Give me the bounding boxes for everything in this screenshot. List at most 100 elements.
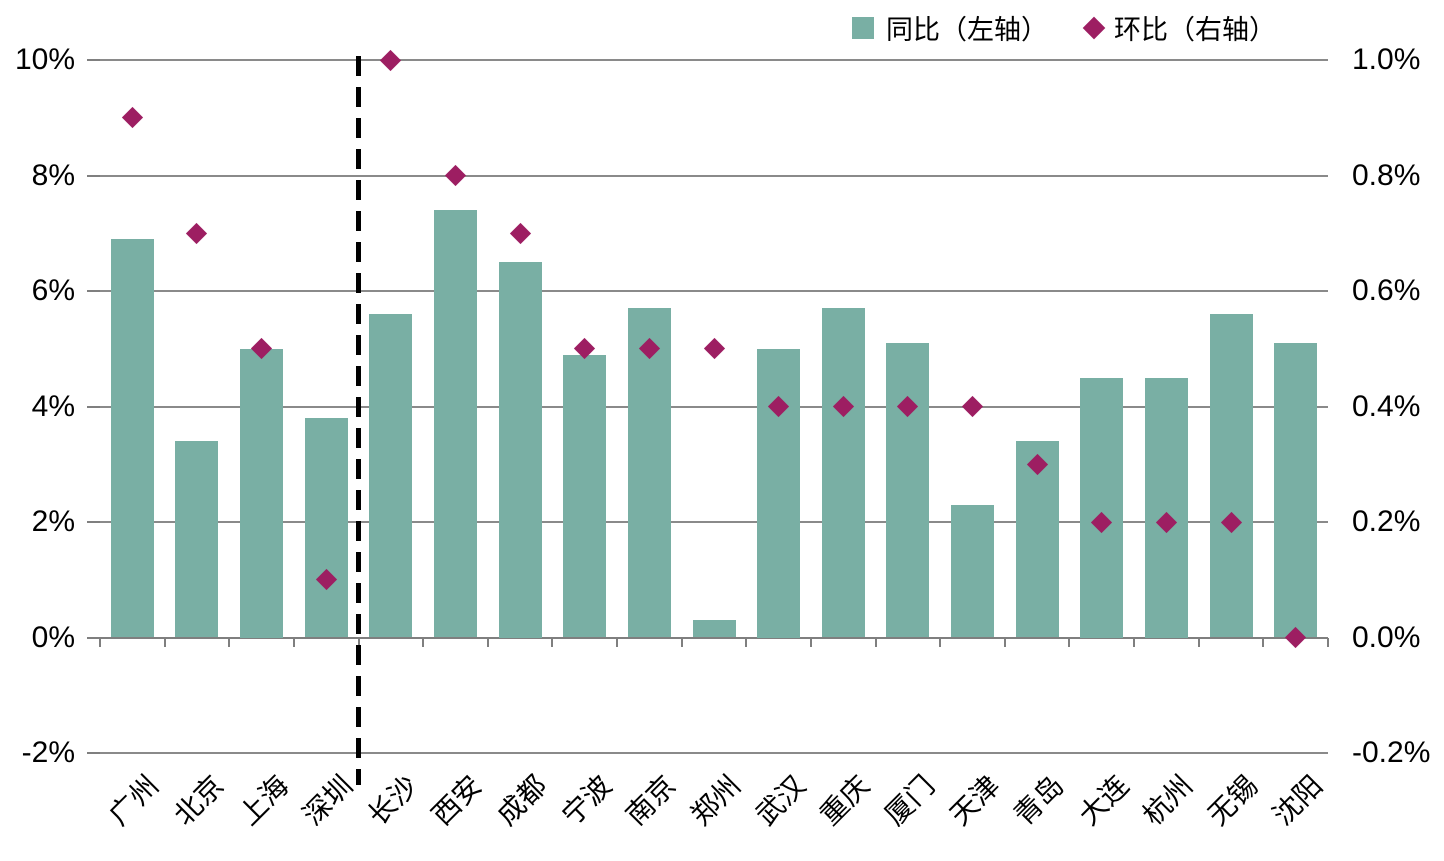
x-axis-tick bbox=[1197, 637, 1200, 647]
gridline bbox=[100, 752, 1328, 754]
gridline bbox=[100, 521, 1328, 523]
x-category-label-南京: 南京 bbox=[621, 770, 683, 832]
bar-长沙 bbox=[369, 314, 413, 638]
x-category-label-西安: 西安 bbox=[427, 770, 489, 832]
x-axis-tick bbox=[745, 637, 748, 647]
x-axis-tick bbox=[1133, 637, 1136, 647]
y-axis-tick-label-left: 2% bbox=[31, 505, 75, 538]
x-category-label-宁波: 宁波 bbox=[556, 770, 618, 832]
bar-重庆 bbox=[821, 308, 865, 638]
x-axis-tick bbox=[1003, 637, 1006, 647]
bar-宁波 bbox=[563, 354, 607, 638]
x-category-label-深圳: 深圳 bbox=[297, 770, 360, 832]
x-category-label-长沙: 长沙 bbox=[362, 770, 425, 832]
x-axis-tick bbox=[163, 637, 166, 647]
chart-legend: 同比（左轴） 环比（右轴） bbox=[852, 8, 1276, 47]
bar-深圳 bbox=[304, 418, 348, 638]
bar-series-swatch-icon bbox=[852, 16, 874, 39]
x-category-label-沈阳: 沈阳 bbox=[1267, 770, 1329, 832]
x-category-label-北京: 北京 bbox=[168, 770, 231, 832]
y-axis-tick-label-right: 0.4% bbox=[1352, 389, 1421, 423]
bar-郑州 bbox=[692, 620, 736, 638]
x-axis-tick bbox=[939, 637, 942, 647]
y-axis-tick bbox=[87, 174, 100, 177]
gridline bbox=[100, 405, 1328, 408]
y-axis-tick-label-right: 0.6% bbox=[1352, 274, 1421, 307]
legend-label-mom: 环比（右轴） bbox=[1114, 15, 1276, 45]
legend-item-yoy: 同比（左轴） bbox=[852, 8, 1048, 47]
y-axis-tick-label-right: 0.2% bbox=[1352, 505, 1421, 538]
dashed-separator-line bbox=[356, 56, 362, 785]
y-axis-tick bbox=[87, 405, 100, 408]
x-category-label-大连: 大连 bbox=[1073, 770, 1135, 832]
y-axis-tick-label-right: -0.2% bbox=[1352, 736, 1431, 769]
y-axis-tick-label-left: 6% bbox=[31, 274, 75, 307]
x-axis-tick bbox=[551, 637, 554, 647]
bar-北京 bbox=[175, 441, 219, 638]
x-axis-tick bbox=[228, 637, 231, 647]
x-axis-tick bbox=[809, 637, 812, 647]
x-axis-tick bbox=[1068, 637, 1071, 647]
y-axis-tick bbox=[87, 521, 100, 523]
y-axis-tick-label-left: 4% bbox=[31, 389, 75, 423]
diamond-point-郑州 bbox=[703, 338, 725, 360]
x-category-label-重庆: 重庆 bbox=[814, 770, 877, 832]
x-category-label-无锡: 无锡 bbox=[1202, 770, 1265, 832]
diamond-point-北京 bbox=[186, 222, 208, 244]
diamond-series-swatch-icon bbox=[1082, 16, 1106, 39]
bar-上海 bbox=[240, 348, 284, 638]
y-axis-tick-label-right: 1.0% bbox=[1352, 43, 1421, 76]
y-axis-tick bbox=[87, 636, 100, 639]
x-category-label-广州: 广州 bbox=[103, 770, 166, 832]
y-axis-tick-label-left: 0% bbox=[31, 620, 75, 654]
y-axis-tick-label-left: 10% bbox=[14, 43, 75, 76]
x-category-label-厦门: 厦门 bbox=[879, 770, 942, 832]
x-category-label-天津: 天津 bbox=[944, 770, 1006, 832]
x-category-label-成都: 成都 bbox=[491, 770, 554, 832]
bar-西安 bbox=[433, 210, 477, 638]
bar-广州 bbox=[110, 239, 154, 638]
bar-武汉 bbox=[757, 348, 801, 638]
legend-label-yoy: 同比（左轴） bbox=[886, 15, 1048, 45]
bar-无锡 bbox=[1209, 314, 1253, 638]
x-axis-tick bbox=[616, 637, 619, 647]
x-category-label-武汉: 武汉 bbox=[750, 770, 812, 832]
gridline bbox=[100, 290, 1328, 292]
x-axis-tick bbox=[99, 637, 101, 647]
x-axis-tick bbox=[874, 637, 877, 647]
x-axis-tick bbox=[486, 637, 489, 647]
x-category-label-上海: 上海 bbox=[233, 770, 295, 832]
gridline bbox=[100, 174, 1328, 177]
x-axis-tick bbox=[1262, 637, 1265, 647]
diamond-point-天津 bbox=[961, 395, 984, 418]
y-axis-tick-label-left: -2% bbox=[21, 736, 75, 769]
bar-沈阳 bbox=[1274, 342, 1318, 638]
bar-成都 bbox=[498, 262, 542, 638]
x-category-label-杭州: 杭州 bbox=[1138, 770, 1200, 832]
diamond-point-广州 bbox=[121, 107, 143, 129]
y-axis-tick bbox=[87, 59, 100, 61]
y-axis-tick-label-right: 0.8% bbox=[1352, 158, 1421, 192]
bar-厦门 bbox=[886, 342, 930, 638]
bar-杭州 bbox=[1144, 377, 1188, 638]
x-axis-tick bbox=[292, 637, 295, 647]
bar-大连 bbox=[1080, 377, 1124, 638]
y-axis-tick-label-right: 0.0% bbox=[1352, 620, 1421, 654]
y-axis-tick bbox=[87, 290, 100, 292]
x-axis-tick bbox=[680, 637, 683, 647]
diamond-point-西安 bbox=[444, 164, 467, 187]
gridline bbox=[100, 59, 1328, 61]
x-category-label-郑州: 郑州 bbox=[685, 770, 748, 832]
bar-南京 bbox=[627, 308, 671, 638]
plot-area: 10% 1.0% 8% 0.8% 6% 0.6% 4% 0.4% 2% 0.2% 0% 0.0% -2%… bbox=[15, 45, 1430, 832]
x-axis-tick bbox=[1327, 637, 1329, 647]
diamond-point-长沙 bbox=[380, 49, 402, 71]
bar-天津 bbox=[951, 504, 995, 638]
x-axis-line bbox=[100, 636, 1328, 639]
y-axis-tick-label-left: 8% bbox=[31, 158, 75, 192]
x-axis-tick bbox=[422, 637, 425, 647]
x-category-label-青岛: 青岛 bbox=[1008, 770, 1071, 832]
legend-item-mom: 环比（右轴） bbox=[1082, 8, 1276, 47]
y-axis-tick bbox=[87, 752, 100, 754]
